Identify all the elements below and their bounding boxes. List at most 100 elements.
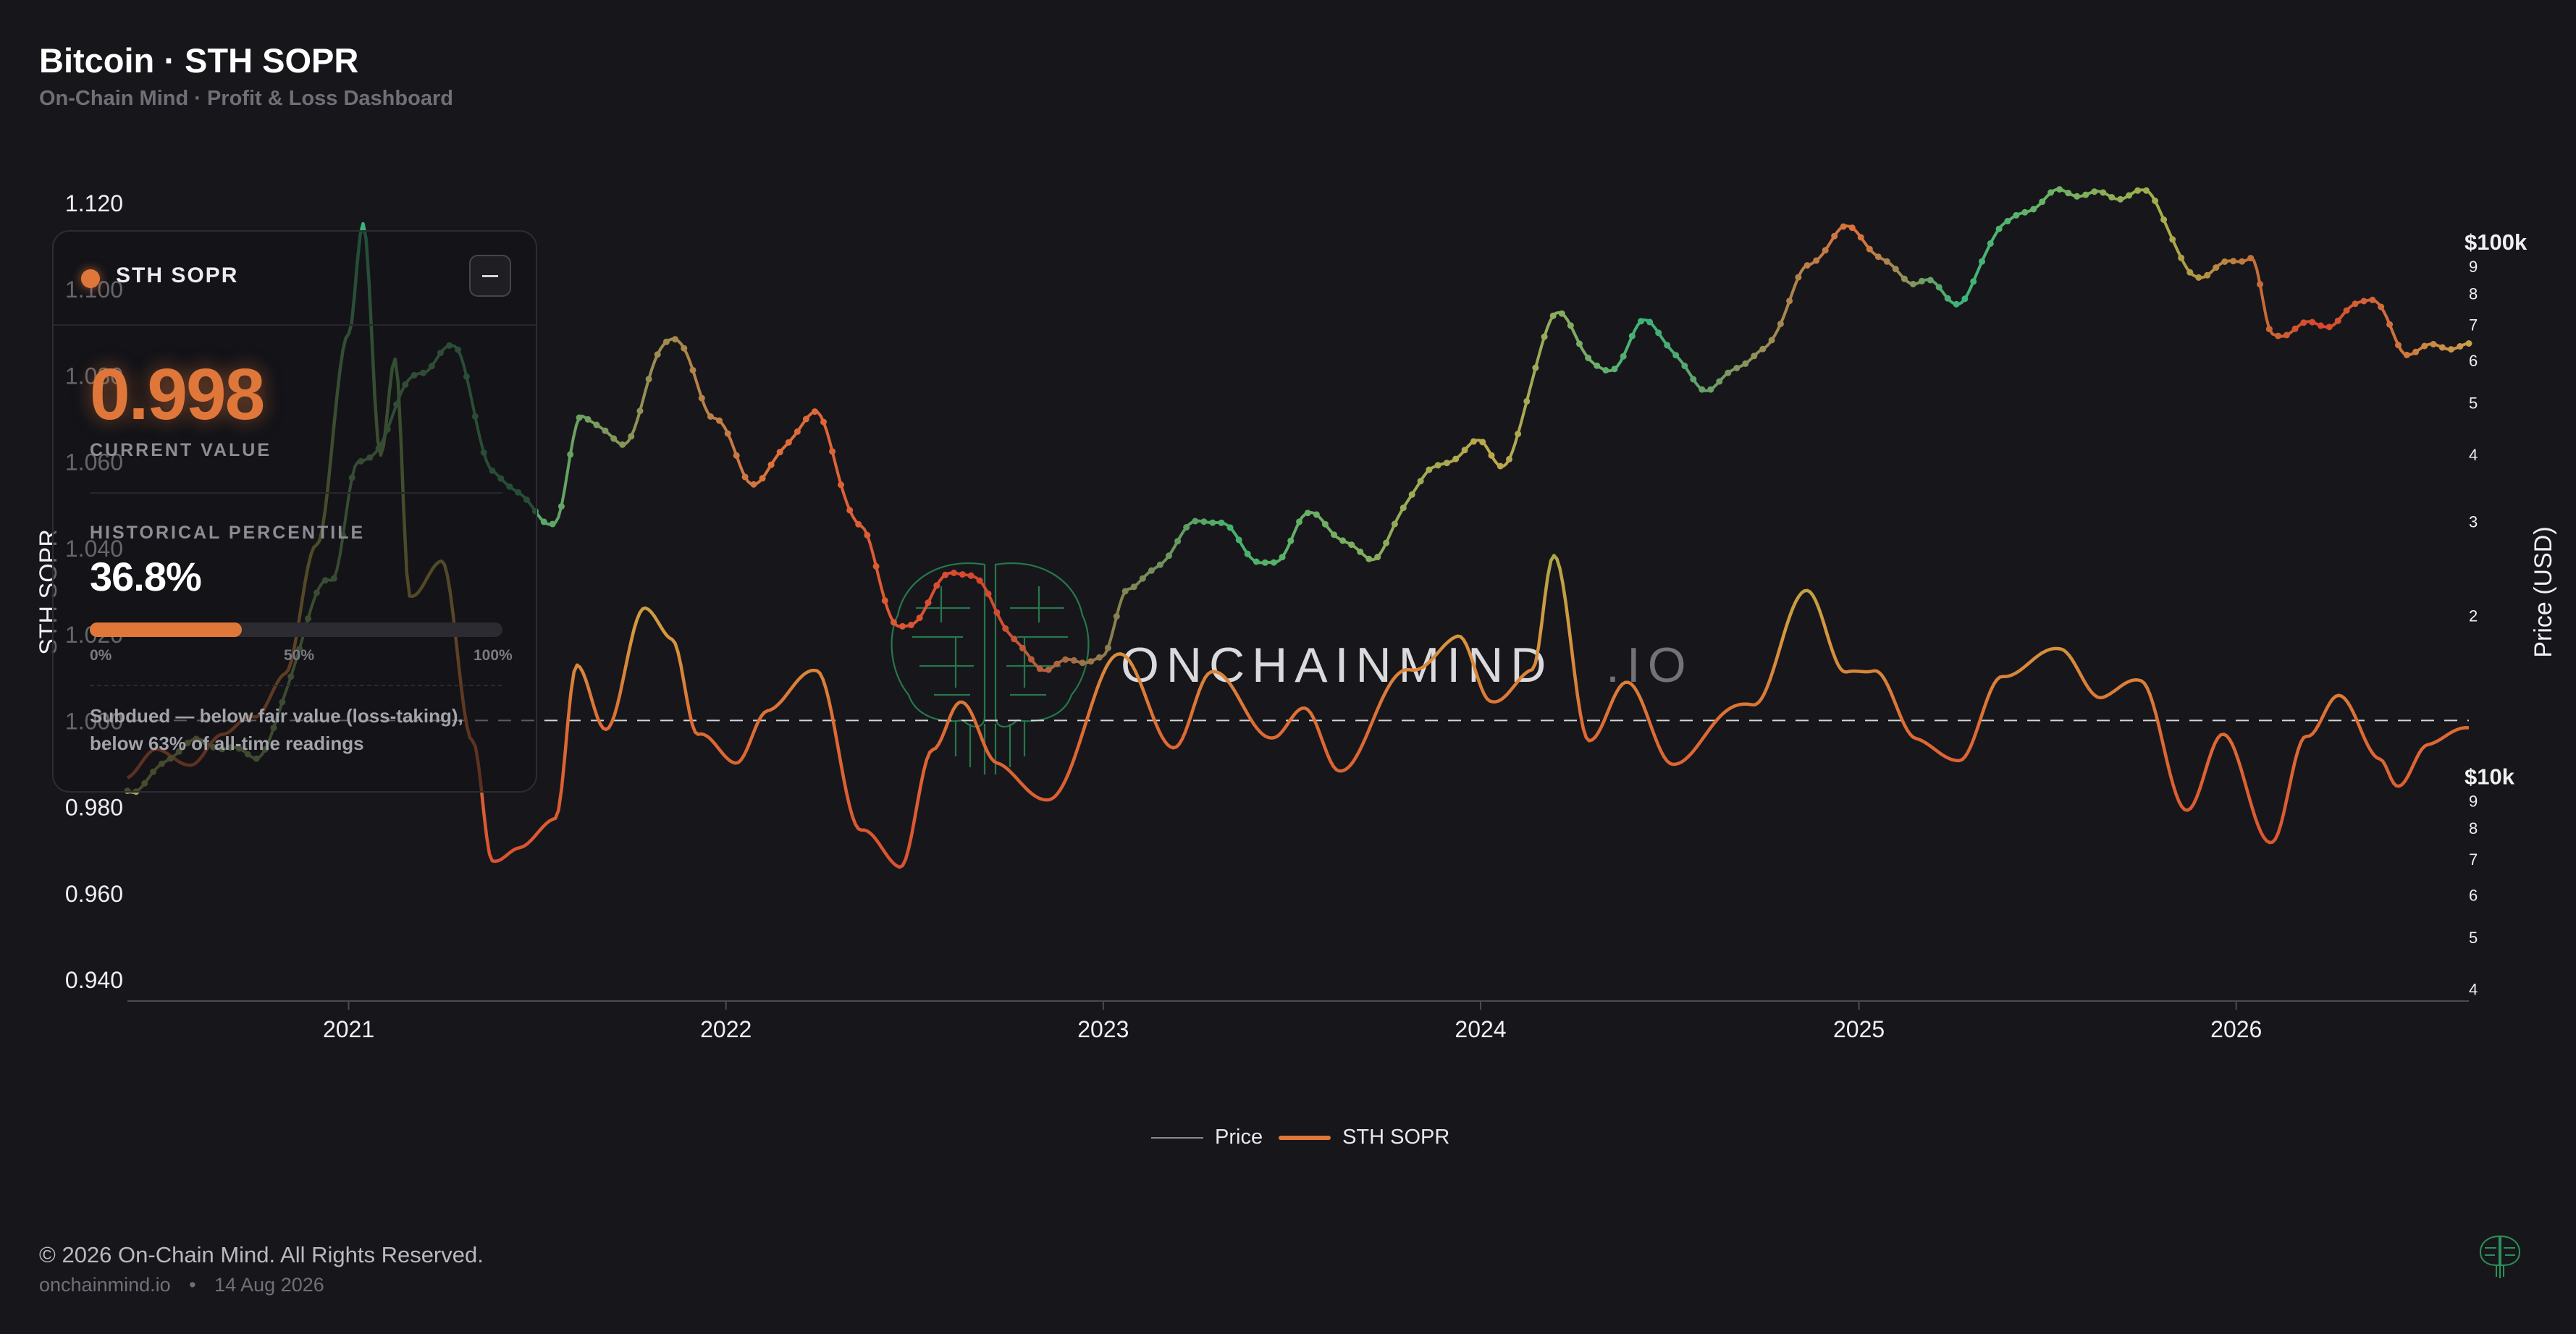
price-point — [2047, 190, 2054, 196]
price-point — [2378, 304, 2384, 311]
price-point — [2082, 192, 2089, 198]
price-point — [855, 521, 862, 528]
price-point — [1497, 463, 1504, 470]
price-point — [1858, 234, 1864, 240]
percentile-bar — [90, 622, 502, 637]
price-point — [2448, 346, 2454, 353]
price-point — [1245, 551, 1251, 557]
footer-site-link[interactable]: onchainmind.io — [39, 1274, 171, 1296]
price-point — [567, 451, 573, 457]
price-point — [716, 418, 723, 424]
price-point — [585, 416, 592, 423]
price-point — [1655, 329, 1662, 336]
price-point — [1409, 491, 1415, 498]
price-point — [794, 429, 801, 435]
price-point — [1707, 387, 1714, 393]
legend-item-sopr[interactable]: STH SOPR — [1279, 1126, 1449, 1149]
price-point — [541, 518, 547, 525]
price-point — [2013, 212, 2019, 219]
price-point — [1218, 520, 1225, 526]
price-point — [2021, 209, 2028, 216]
footer-meta: onchainmind.io • 14 Aug 2026 — [39, 1274, 324, 1296]
price-point — [1759, 346, 1766, 353]
legend-item-price[interactable]: Price — [1151, 1126, 1263, 1149]
price-point — [864, 532, 870, 539]
price-point — [1919, 278, 1925, 284]
price-point — [602, 428, 608, 434]
price-point — [1079, 659, 1086, 666]
price-point — [2309, 319, 2315, 326]
price-point — [637, 408, 644, 414]
footer-date: 14 Aug 2026 — [214, 1274, 324, 1296]
price-point — [576, 415, 583, 421]
price-point — [1612, 366, 1618, 372]
price-point — [786, 439, 792, 446]
price-point — [1271, 560, 1277, 566]
price-point — [2386, 321, 2393, 328]
indicator-card: STH SOPR 0.998 CURRENT VALUE HISTORICAL … — [52, 230, 537, 793]
price-point — [951, 570, 957, 576]
price-point — [2169, 236, 2176, 242]
card-description: Subdued — below fair value (loss-taking)… — [90, 702, 510, 757]
price-point — [812, 408, 818, 415]
percentile-bar-fill — [90, 622, 242, 637]
left-tick-label: 0.980 — [65, 795, 123, 821]
card-divider-dashed — [90, 685, 502, 688]
price-point — [1470, 438, 1477, 444]
price-point — [908, 622, 914, 628]
price-point — [1664, 342, 1670, 348]
footer-separator: • — [189, 1274, 195, 1296]
footer-copyright: © 2026 On-Chain Mind. All Rights Reserve… — [39, 1242, 484, 1268]
price-point — [1296, 518, 1302, 525]
price-point — [1462, 447, 1468, 453]
price-point — [899, 623, 906, 630]
price-point — [681, 345, 687, 352]
price-point — [803, 416, 809, 423]
price-point — [1945, 295, 1951, 302]
minimize-button[interactable] — [469, 255, 511, 297]
left-tick-label: 0.940 — [65, 967, 123, 993]
price-point — [1435, 462, 1441, 468]
price-point — [619, 442, 626, 448]
right-tick-major: $100k — [2465, 229, 2527, 255]
price-point — [654, 351, 661, 358]
percentile-value: 36.8% — [90, 553, 201, 600]
price-point — [1884, 258, 1890, 265]
price-point — [2195, 274, 2202, 281]
price-point — [2065, 190, 2071, 196]
price-point — [917, 615, 923, 621]
price-point — [751, 481, 757, 488]
price-point — [628, 433, 634, 439]
price-point — [1875, 253, 1882, 260]
price-point — [1444, 460, 1450, 466]
watermark-text: ONCHAINMIND — [1121, 638, 1553, 693]
price-point — [1200, 518, 1207, 525]
price-point — [2369, 297, 2375, 303]
legend-label-price: Price — [1215, 1126, 1263, 1149]
price-point — [1795, 274, 1801, 281]
price-point — [1192, 518, 1198, 525]
right-tick-minor: 5 — [2469, 394, 2478, 412]
price-point — [768, 462, 775, 468]
price-point — [1813, 258, 1819, 264]
price-point — [1769, 337, 1775, 344]
price-point — [2239, 258, 2245, 265]
price-point — [1262, 560, 1268, 566]
price-point — [1418, 478, 1424, 484]
price-point — [1071, 657, 1077, 664]
x-tick-label: 2022 — [700, 1016, 752, 1042]
price-point — [1045, 667, 1052, 673]
price-point — [1672, 352, 1679, 358]
price-point — [2404, 352, 2410, 358]
price-point — [2335, 318, 2341, 324]
right-axis-label: Price (USD) — [2530, 526, 2557, 657]
price-point — [1166, 552, 1172, 559]
price-point — [829, 448, 835, 455]
price-point — [838, 481, 844, 488]
price-point — [2412, 349, 2419, 355]
price-point — [2439, 345, 2446, 351]
price-point — [725, 431, 731, 437]
price-point — [1840, 224, 1847, 230]
price-point — [2326, 324, 2333, 330]
price-point — [1122, 588, 1129, 594]
